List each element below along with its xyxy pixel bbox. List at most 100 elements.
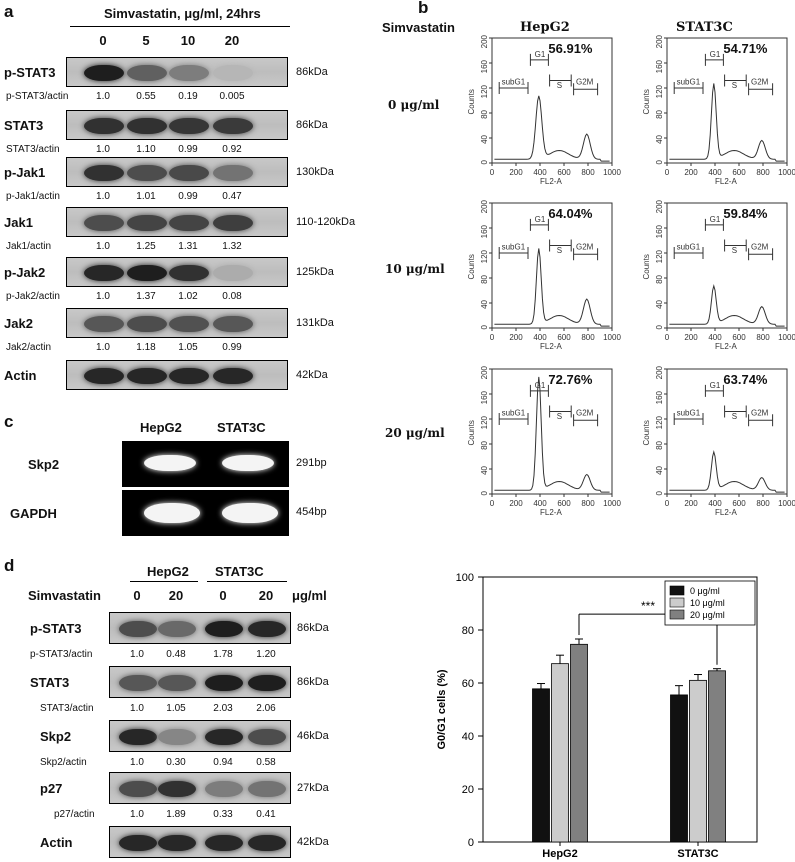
flow-column-stat3c: STAT3C [676,20,733,35]
band-jak2-2 [169,316,209,332]
y-tick-label: 0 [468,837,474,849]
y-tick-label: 120 [655,84,664,98]
x-tick-label: 200 [509,168,523,177]
y-axis-label: G0/G1 cells (%) [436,669,448,749]
y-tick-label: 160 [480,390,489,404]
panel-d-kda-p27: 27kDa [297,782,329,794]
panel-d-label-actin: Actin [40,835,73,850]
gate-label-s: S [732,81,737,90]
gel-band-gapdh-1 [222,503,278,523]
kda-p-stat3: 86kDa [296,66,328,78]
gate-label-g2m: G2M [751,242,769,251]
band-jak2-1 [127,316,167,332]
plot-frame [666,202,788,329]
g1-percentage: 56.91% [548,41,593,56]
x-axis-label: FL2-A [715,177,737,186]
y-tick-label: 160 [655,59,664,73]
panel-d-dose-2: 0 [219,588,227,603]
band-actin-3 [213,368,253,384]
ratio-p-stat3-1: 0.55 [136,91,156,102]
panel-d-blot-p27 [109,772,291,804]
band-actin-0 [84,368,124,384]
x-tick-label: 0 [490,499,495,508]
panel-d-ratio-p-stat3-2: 1.78 [213,649,233,660]
blot-p-jak1 [66,157,288,187]
x-axis-label: FL2-A [540,342,562,351]
y-tick-label: 40 [480,465,489,474]
panel-d-kda-stat3: 86kDa [297,676,329,688]
panel-d-ratio-skp2-1: 0.30 [166,757,186,768]
ratio-jak2-2: 1.05 [178,342,198,353]
x-tick-label: 1000 [603,168,621,177]
panel-d-stat3c-line [207,581,287,582]
panel-d-band-p27-3 [248,781,286,797]
panel-d-blot-skp2 [109,720,291,752]
kda-jak1: 110-120kDa [296,216,356,228]
legend-swatch [669,609,685,620]
panel-d-band-skp2-0 [119,729,157,745]
y-axis-label: Counts [467,420,476,445]
x-axis-label: FL2-A [715,342,737,351]
gel-skp2 [122,441,289,487]
panel-d-band-p27-0 [119,781,157,797]
panel-d-label-p-stat3: p-STAT3 [30,621,82,636]
x-tick-label: 1000 [603,333,621,342]
panel-d-band-stat3-2 [205,675,243,691]
histogram-curve [669,83,785,162]
gel-column-stat3c: STAT3C [217,420,266,435]
gate-label-g1: G1 [710,50,721,59]
blot-jak1 [66,207,288,237]
plot-frame [491,368,613,495]
panel-a-header: Simvastatin, μg/ml, 24hrs [104,6,261,21]
g1-percentage: 59.84% [723,206,768,221]
g1-percentage: 63.74% [723,372,768,387]
y-tick-label: 0 [655,324,664,329]
band-p-jak2-2 [169,265,209,281]
ratio-p-jak2-1: 1.37 [136,291,156,302]
gate-label-s: S [732,246,737,255]
bar [570,643,588,843]
x-tick-label: 400 [708,168,722,177]
gate-label-subg1: subG1 [677,242,701,251]
flow-histogram-stat3c-2: 0 40 80 120 160 200 0 200 400 600 800 1000 Counts FL2… [642,365,795,517]
x-tick-label: 0 [665,168,670,177]
y-tick-label: 200 [655,199,664,213]
flow-row-10: 10 μg/ml [385,262,445,276]
ratio-jak1-3: 1.32 [222,241,242,252]
flow-histogram-hepg2-0: 0 40 80 120 160 200 0 200 400 600 800 1000 Counts FL2… [467,34,621,186]
gel-label-skp2: Skp2 [28,457,60,472]
band-stat3-0 [84,118,124,134]
blot-stat3 [66,110,288,140]
y-tick-label: 0 [655,159,664,164]
blot-jak2 [66,308,288,338]
y-tick-label: 120 [480,249,489,263]
x-tick-label: 600 [732,168,746,177]
x-axis-label: FL2-A [540,177,562,186]
x-tick-label: 1000 [778,499,795,508]
x-tick-label: 600 [732,499,746,508]
x-axis-label: FL2-A [715,508,737,517]
x-tick-label: 0 [665,499,670,508]
band-p-stat3-3 [213,65,253,81]
ratio-jak2-0: 1.0 [96,342,110,353]
band-jak1-3 [213,215,253,231]
band-p-jak2-3 [213,265,253,281]
blot-label-jak2: Jak2 [4,316,33,331]
y-tick-label: 80 [480,440,489,449]
x-tick-label: 400 [533,499,547,508]
ratio-label-p-jak1: p-Jak1/actin [6,191,60,202]
kda-p-jak2: 125kDa [296,266,334,278]
panel-d-group-stat3c: STAT3C [215,564,264,579]
y-tick-label: 80 [480,109,489,118]
ratio-p-jak2-2: 1.02 [178,291,198,302]
band-jak1-1 [127,215,167,231]
ratio-p-stat3-3: 0.005 [219,91,245,102]
panel-d-band-p-stat3-2 [205,621,243,637]
panel-d-band-stat3-3 [248,675,286,691]
x-tick-label: 400 [708,333,722,342]
y-tick-label: 80 [655,274,664,283]
g1-percentage: 64.04% [548,206,593,221]
panel-d-band-actin-1 [158,835,196,851]
panel-d-ratio-label-p-stat3: p-STAT3/actin [30,649,93,660]
flow-histogram-hepg2-1: 0 40 80 120 160 200 0 200 400 600 800 1000 Counts FL2… [467,199,621,351]
